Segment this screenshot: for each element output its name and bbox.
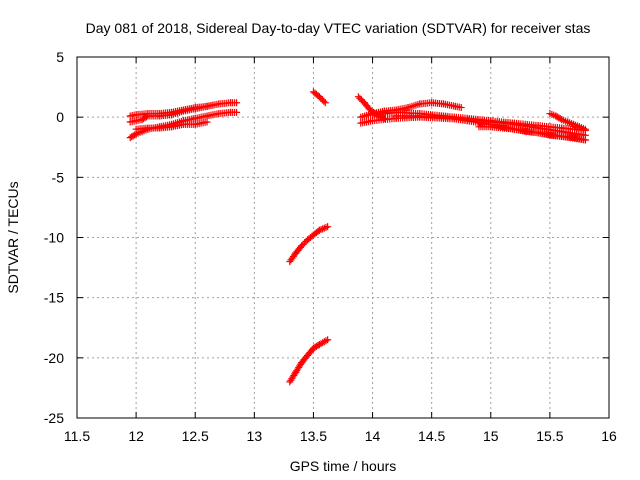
- data-point: [299, 240, 307, 248]
- data-point: [233, 108, 241, 116]
- chart-title: Day 081 of 2018, Sidereal Day-to-day VTE…: [86, 20, 591, 36]
- data-point: [321, 99, 329, 107]
- data-point: [581, 125, 589, 133]
- series-track-g: [286, 336, 332, 386]
- y-tick-label: 5: [56, 49, 64, 65]
- grid: [77, 57, 609, 418]
- data-point: [357, 96, 365, 104]
- data-point: [209, 101, 217, 109]
- data-point: [131, 131, 139, 139]
- series-track-n: [475, 123, 589, 144]
- data-point: [322, 337, 330, 345]
- data-point: [315, 226, 323, 234]
- y-tick-label: -15: [44, 290, 64, 306]
- x-tick-label: 11.5: [64, 428, 90, 444]
- y-tick-label: -20: [44, 350, 64, 366]
- data-point: [301, 239, 309, 247]
- y-tick-label: -25: [44, 410, 64, 426]
- data-point: [324, 223, 332, 231]
- series-track-e: [309, 88, 329, 107]
- axis-ticks: 11.5 12 12.5 13 13.5 14 14.5 15 15.5 16 5 0 -5 -10 -15…: [44, 49, 617, 444]
- data-point: [356, 94, 364, 102]
- y-tick-label: -5: [52, 169, 65, 185]
- y-tick-label: -10: [44, 230, 64, 246]
- x-tick-label: 14.5: [418, 428, 445, 444]
- data-point: [324, 336, 332, 344]
- y-axis-label: SDTVAR / TECUs: [5, 181, 21, 293]
- data-marks: [126, 88, 589, 386]
- x-tick-label: 13.5: [300, 428, 327, 444]
- data-point: [317, 94, 325, 102]
- data-point: [320, 224, 328, 232]
- x-tick-label: 15: [483, 428, 499, 444]
- series-track-f: [286, 223, 332, 266]
- x-axis-label: GPS time / hours: [290, 458, 397, 474]
- data-point: [556, 115, 564, 123]
- x-tick-label: 13: [247, 428, 263, 444]
- series-track-d: [132, 118, 211, 133]
- x-tick-label: 15.5: [536, 428, 563, 444]
- data-point: [315, 93, 323, 101]
- data-point: [317, 226, 325, 234]
- data-point: [318, 96, 326, 104]
- data-point: [457, 104, 465, 112]
- data-point: [233, 99, 241, 107]
- x-tick-label: 12: [128, 428, 144, 444]
- series-track-c: [126, 101, 217, 120]
- data-point: [319, 225, 327, 233]
- data-point: [322, 223, 330, 231]
- x-tick-label: 12.5: [182, 428, 209, 444]
- series-track-m: [546, 110, 589, 133]
- y-tick-label: 0: [56, 109, 64, 125]
- x-tick-label: 16: [601, 428, 617, 444]
- data-point: [320, 97, 328, 105]
- data-point: [298, 242, 306, 250]
- data-point: [354, 93, 362, 101]
- x-tick-label: 14: [365, 428, 381, 444]
- data-point: [380, 114, 388, 122]
- data-point: [203, 118, 211, 126]
- data-point: [581, 136, 589, 144]
